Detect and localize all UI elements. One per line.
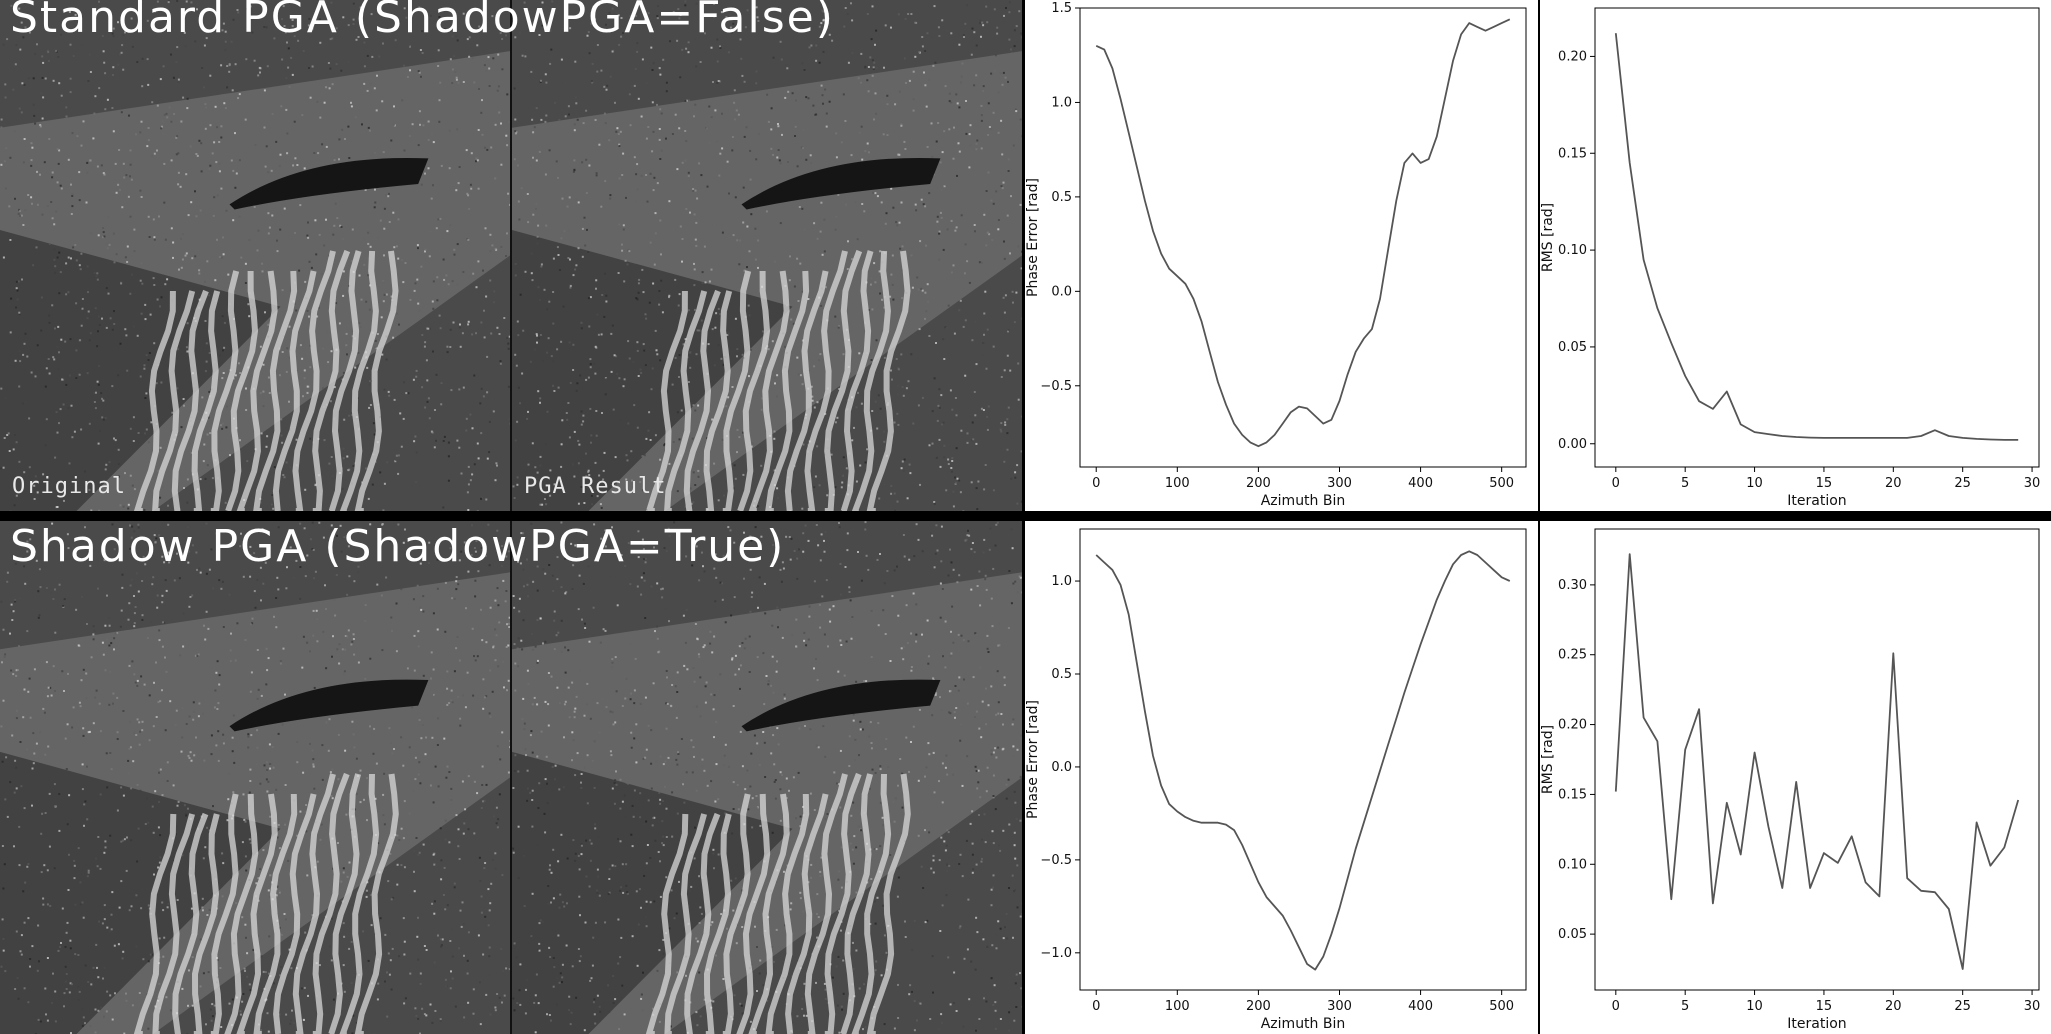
image-divider <box>510 521 512 1034</box>
x-tick-label: 30 <box>2024 999 2041 1014</box>
x-axis-label: Iteration <box>1787 1016 1846 1032</box>
y-tick-label: 0.30 <box>1558 578 1587 593</box>
x-tick-label: 0 <box>1092 999 1100 1014</box>
x-tick-label: 200 <box>1246 999 1271 1014</box>
x-tick-label: 10 <box>1746 999 1763 1014</box>
y-axis-label: RMS [rad] <box>1540 725 1556 794</box>
image-caption-original: Original <box>12 474 126 499</box>
sonar-image-original-standard: Original <box>0 0 510 511</box>
x-axis-label: Iteration <box>1787 493 1846 509</box>
series-line <box>1095 18 1511 448</box>
sonar-image-pga-result-shadow <box>512 521 1022 1034</box>
phase-error-chart-standard: 0 100 200 300 400 500 −0.5 0.0 0.5 1.0 1.5 Azimuth … <box>1025 1 1527 509</box>
y-tick-label: 0.05 <box>1558 340 1587 355</box>
image-divider <box>510 0 512 511</box>
sonar-image-original-shadow <box>0 521 510 1034</box>
x-tick-label: 200 <box>1246 476 1271 491</box>
y-tick-label: 0.5 <box>1051 667 1072 682</box>
y-tick-label: 0.15 <box>1558 787 1587 802</box>
y-tick-label: 0.0 <box>1051 284 1072 299</box>
y-tick-label: 1.0 <box>1051 95 1072 110</box>
sonar-texture <box>512 521 1022 1034</box>
y-tick-label: 0.05 <box>1558 927 1587 942</box>
x-tick-label: 0 <box>1092 476 1100 491</box>
y-tick-label: 1.0 <box>1051 574 1072 589</box>
x-tick-label: 300 <box>1327 999 1352 1014</box>
phase-error-plot-standard: 0 100 200 300 400 500 −0.5 0.0 0.5 1.0 1.5 Azimuth … <box>1025 0 1538 511</box>
phase-error-plot-shadow: 0 100 200 300 400 500 −1.0 −0.5 0.0 0.5 1.0 Azimuth… <box>1025 521 1538 1034</box>
sonar-image-pga-result-standard: PGA Result <box>512 0 1022 511</box>
plot-frame <box>1594 528 2040 991</box>
y-axis-label: Phase Error [rad] <box>1025 700 1041 819</box>
x-tick-label: 15 <box>1816 999 1833 1014</box>
y-tick-label: −1.0 <box>1040 946 1072 961</box>
x-tick-label: 5 <box>1681 999 1689 1014</box>
series-line <box>1614 33 2019 441</box>
x-tick-label: 100 <box>1165 999 1190 1014</box>
x-tick-label: 0 <box>1612 999 1620 1014</box>
row-title-standard: Standard PGA (ShadowPGA=False) <box>10 0 835 43</box>
x-tick-label: 25 <box>1954 476 1971 491</box>
x-tick-label: 400 <box>1408 999 1433 1014</box>
sonar-texture <box>0 0 510 511</box>
x-tick-label: 300 <box>1327 476 1352 491</box>
shadow-pga-row: Shadow PGA (ShadowPGA=True) 0 100 200 300 40… <box>0 521 2051 1034</box>
row-divider <box>0 511 2051 521</box>
y-tick-label: 1.5 <box>1051 1 1072 16</box>
y-tick-label: 0.5 <box>1051 190 1072 205</box>
rms-chart-shadow: 0 5 10 15 20 25 30 0.05 0.10 0.15 0.20 0.25 0.30 Iter… <box>1540 528 2041 1032</box>
y-tick-label: −0.5 <box>1040 853 1072 868</box>
plot-frame <box>1079 528 1527 991</box>
x-tick-label: 400 <box>1408 476 1433 491</box>
x-tick-label: 25 <box>1954 999 1971 1014</box>
x-tick-label: 0 <box>1612 476 1620 491</box>
y-axis-label: RMS [rad] <box>1540 203 1556 272</box>
y-tick-label: −0.5 <box>1040 379 1072 394</box>
y-tick-label: 0.0 <box>1051 760 1072 775</box>
x-tick-label: 20 <box>1885 476 1902 491</box>
x-tick-label: 5 <box>1681 476 1689 491</box>
y-axis-label: Phase Error [rad] <box>1025 178 1041 297</box>
x-tick-label: 10 <box>1746 476 1763 491</box>
y-tick-label: 0.10 <box>1558 857 1587 872</box>
x-tick-label: 500 <box>1489 999 1514 1014</box>
plot-frame <box>1594 7 2040 468</box>
sonar-texture <box>512 0 1022 511</box>
y-tick-label: 0.15 <box>1558 146 1587 161</box>
standard-pga-row: Original PGA Result Standard PGA (Shadow… <box>0 0 2051 511</box>
image-caption-pga-result: PGA Result <box>524 474 667 499</box>
x-tick-label: 30 <box>2024 476 2041 491</box>
y-tick-label: 0.20 <box>1558 718 1587 733</box>
plot-frame <box>1079 7 1527 468</box>
x-tick-label: 100 <box>1165 476 1190 491</box>
y-tick-label: 0.10 <box>1558 243 1587 258</box>
rms-chart-standard: 0 5 10 15 20 25 30 0.00 0.05 0.10 0.15 0.20 Iteratio… <box>1540 7 2041 509</box>
series-line <box>1095 550 1511 971</box>
series-line <box>1614 553 2020 970</box>
sonar-texture <box>0 521 510 1034</box>
x-axis-label: Azimuth Bin <box>1261 1016 1346 1032</box>
x-tick-label: 20 <box>1885 999 1902 1014</box>
y-tick-label: 0.00 <box>1558 437 1587 452</box>
y-tick-label: 0.25 <box>1558 648 1587 663</box>
x-tick-label: 15 <box>1816 476 1833 491</box>
rms-plot-shadow: 0 5 10 15 20 25 30 0.05 0.10 0.15 0.20 0.25 0.30 Iter… <box>1540 521 2051 1034</box>
x-axis-label: Azimuth Bin <box>1261 493 1346 509</box>
y-tick-label: 0.20 <box>1558 49 1587 64</box>
row-title-shadow: Shadow PGA (ShadowPGA=True) <box>10 521 786 572</box>
x-tick-label: 500 <box>1489 476 1514 491</box>
phase-error-chart-shadow: 0 100 200 300 400 500 −1.0 −0.5 0.0 0.5 1.0 Azimuth… <box>1025 528 1527 1032</box>
rms-plot-standard: 0 5 10 15 20 25 30 0.00 0.05 0.10 0.15 0.20 Iteratio… <box>1540 0 2051 511</box>
